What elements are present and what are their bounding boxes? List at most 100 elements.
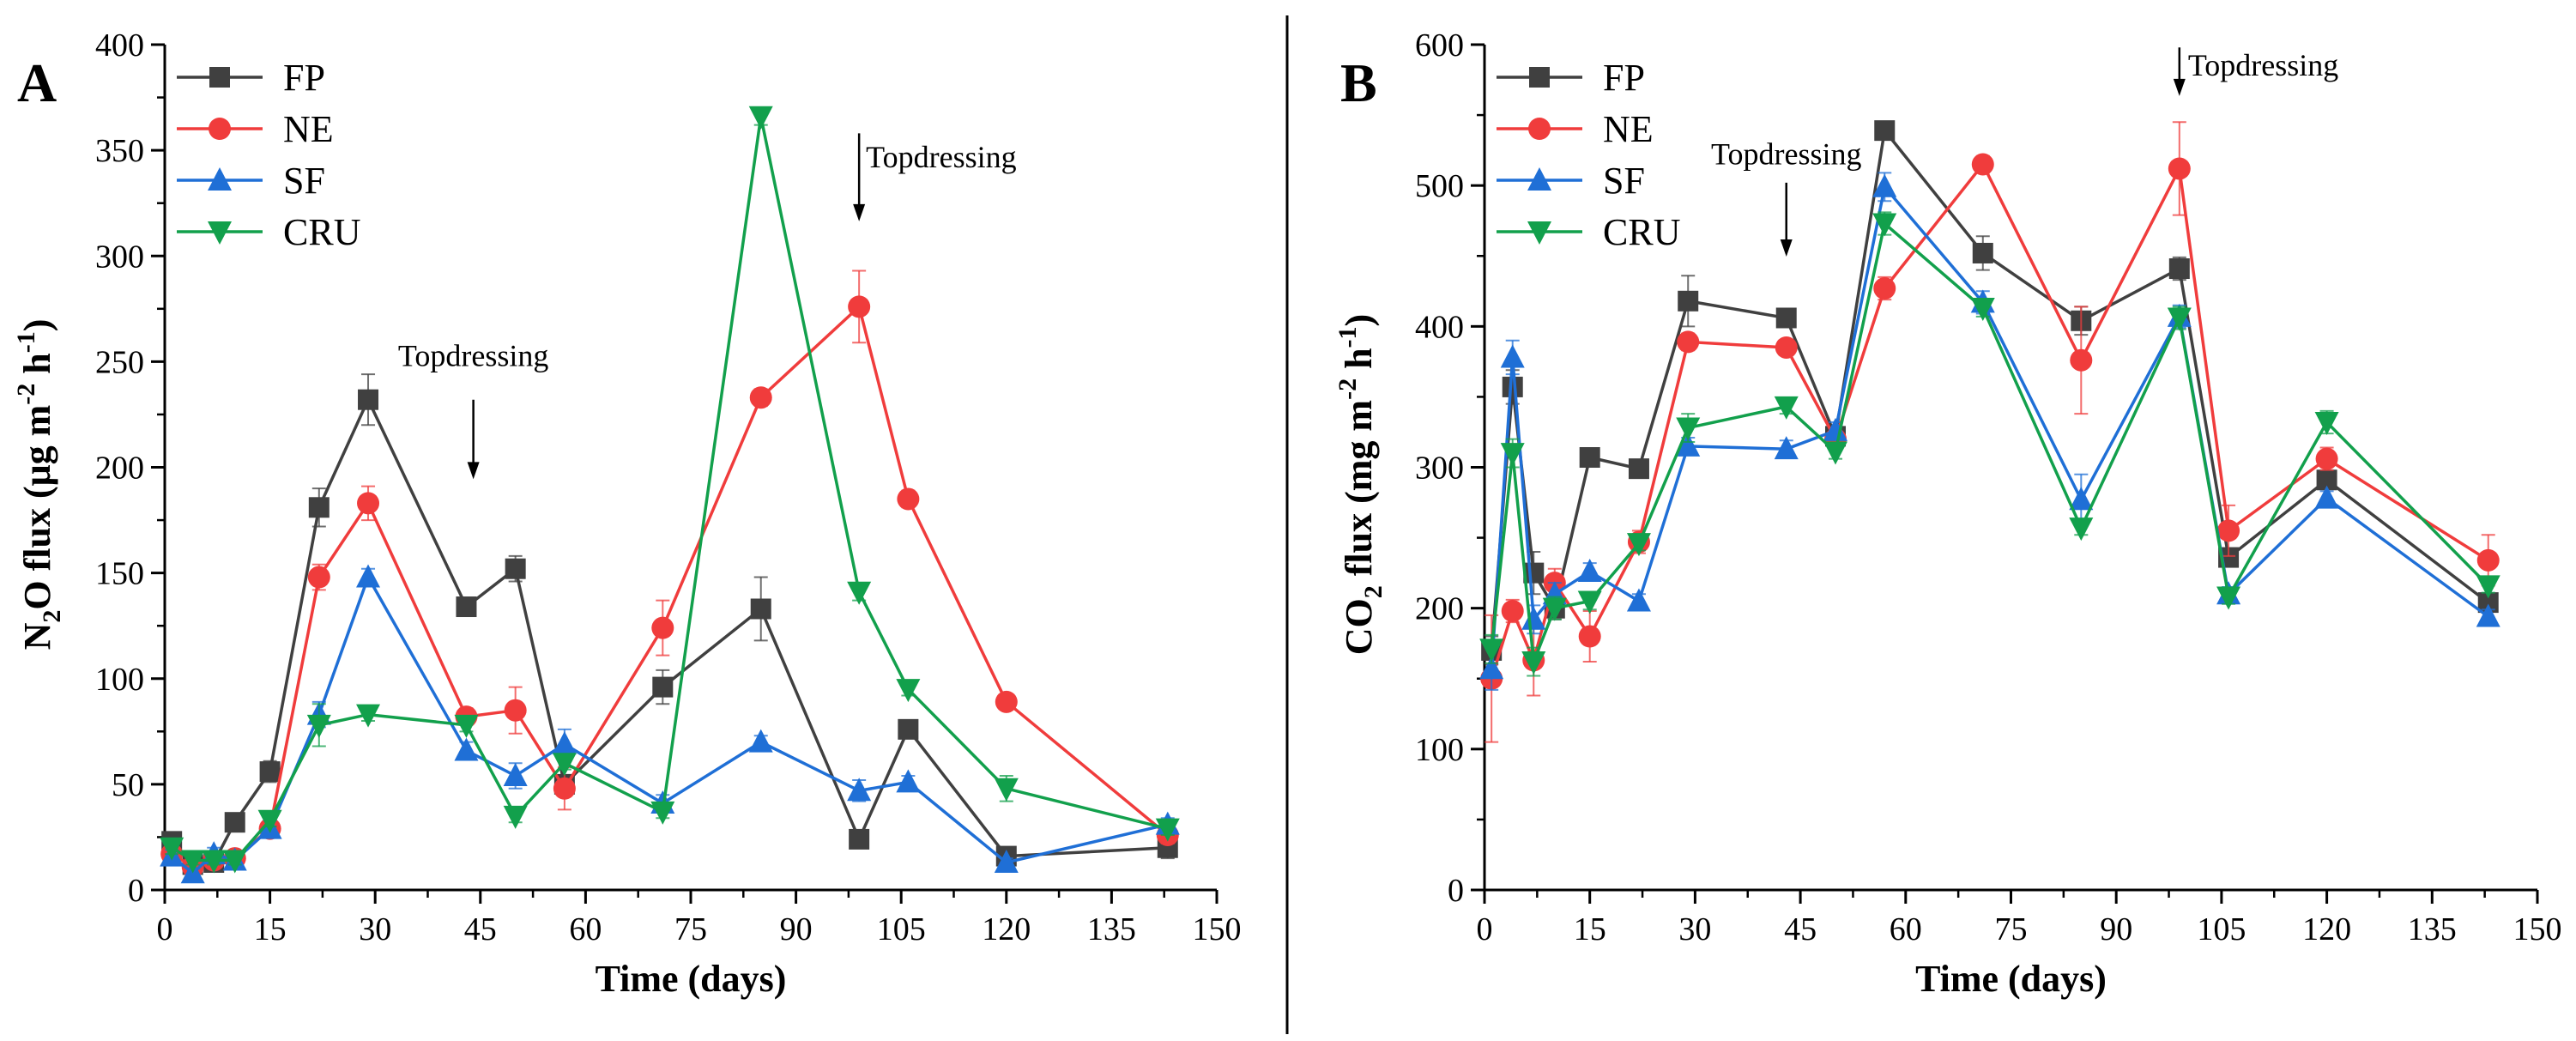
data-point — [1872, 213, 1897, 237]
data-point — [748, 106, 773, 130]
data-point — [1155, 818, 1180, 842]
data-point — [356, 564, 381, 588]
y-axis-label-part: h — [1338, 348, 1380, 378]
data-point — [1823, 417, 1847, 441]
y-tick-label: 600 — [1415, 27, 1464, 64]
data-point — [224, 812, 245, 833]
annotation-arrow-head — [2173, 78, 2186, 96]
legend: FP NE SF CRU — [177, 57, 360, 253]
data-point — [503, 805, 528, 829]
data-point — [1578, 625, 1601, 648]
y-axis-label-part: -2 — [12, 384, 40, 405]
legend: FP NE SF CRU — [1497, 57, 1680, 253]
x-tick-label: 45 — [464, 911, 497, 947]
data-point — [994, 849, 1019, 873]
data-point — [651, 616, 674, 639]
data-point — [848, 295, 871, 318]
data-point — [2069, 487, 2094, 511]
annotation: Topdressing — [398, 338, 548, 480]
y-tick-label: 500 — [1415, 168, 1464, 204]
data-point — [1479, 656, 1504, 680]
y-tick-label: 0 — [128, 873, 144, 909]
y-axis-label-part: 2 — [1359, 585, 1388, 598]
data-point — [652, 676, 674, 698]
data-point — [1628, 458, 1649, 480]
data-point — [995, 690, 1018, 713]
panel-label: B — [1340, 52, 1377, 113]
data-point — [896, 679, 921, 703]
data-point — [2476, 575, 2500, 599]
legend-label-sf: SF — [283, 160, 325, 202]
data-point — [308, 497, 330, 518]
panel-label: A — [17, 52, 57, 113]
x-tick-label: 120 — [2302, 911, 2351, 947]
data-point — [1775, 336, 1798, 359]
data-point — [849, 828, 870, 850]
data-point — [847, 581, 872, 605]
data-point — [1971, 153, 1994, 176]
x-axis-label: Time (days) — [1915, 958, 2107, 1000]
data-point — [2168, 258, 2190, 280]
panel-a: 0 15 30 45 60 75 90 105 120 135 150 0 50 100 150 200 250… — [12, 27, 1242, 1000]
series-line — [1490, 161, 2489, 680]
data-point — [650, 801, 675, 825]
y-axis-label-part: ) — [16, 319, 58, 332]
y-tick-label: 300 — [1415, 451, 1464, 487]
series-line — [1490, 126, 2489, 651]
data-point — [1500, 344, 1525, 368]
data-point — [1872, 173, 1897, 197]
data-point — [505, 558, 526, 579]
data-point — [553, 777, 576, 800]
y-tick-label: 200 — [1415, 591, 1464, 627]
x-tick-label: 90 — [2100, 911, 2132, 947]
data-point — [454, 737, 479, 761]
legend-label-cru: CRU — [283, 211, 360, 253]
x-tick-label: 15 — [254, 911, 287, 947]
data-point — [896, 769, 921, 793]
y-tick-label: 400 — [95, 27, 144, 64]
data-point — [2315, 447, 2338, 470]
series-line — [171, 573, 1169, 875]
data-point — [1579, 447, 1600, 469]
legend-marker-sf — [208, 167, 232, 191]
data-point — [1676, 433, 1701, 457]
data-point — [748, 729, 773, 753]
x-tick-label: 30 — [1678, 911, 1711, 947]
data-point — [897, 487, 920, 511]
data-point — [1521, 606, 1546, 630]
legend-label-ne: NE — [1603, 108, 1654, 150]
y-tick-label: 250 — [95, 344, 144, 380]
annotation-arrow-head — [467, 462, 480, 480]
legend-label-ne: NE — [283, 108, 334, 150]
y-axis-label-part: N — [16, 622, 58, 650]
data-point — [552, 753, 577, 777]
y-axis-label-part: -1 — [1333, 326, 1362, 348]
y-axis-label-part: -2 — [1333, 378, 1362, 400]
x-tick-label: 45 — [1784, 911, 1817, 947]
y-axis-label-part: 2 — [38, 610, 66, 623]
data-point — [160, 837, 184, 861]
data-point — [222, 850, 247, 874]
legend-marker-fp — [209, 67, 230, 88]
y-axis-label-part: CO — [1338, 598, 1380, 655]
y-axis-label-part: -1 — [12, 331, 40, 353]
x-tick-label: 135 — [1087, 911, 1136, 947]
data-point — [1542, 597, 1567, 621]
y-tick-label: 150 — [95, 556, 144, 592]
data-point — [259, 761, 281, 783]
annotation-text: Topdressing — [398, 338, 548, 372]
data-point — [180, 850, 205, 874]
series-line — [1490, 221, 2489, 663]
y-tick-label: 400 — [1415, 309, 1464, 345]
data-point — [1577, 558, 1602, 582]
annotation: Topdressing — [2173, 47, 2338, 96]
legend-marker-cru — [208, 221, 232, 245]
x-tick-label: 135 — [2408, 911, 2457, 947]
x-tick-label: 60 — [569, 911, 602, 947]
panel-b: 0 15 30 45 60 75 90 105 120 135 150 0 100 200 300 400 50… — [1333, 27, 2562, 1000]
data-point — [2217, 519, 2240, 542]
data-point — [1521, 651, 1546, 675]
y-axis-label-part: h — [16, 353, 58, 383]
legend-label-fp: FP — [1603, 57, 1645, 99]
data-point — [1774, 396, 1799, 420]
